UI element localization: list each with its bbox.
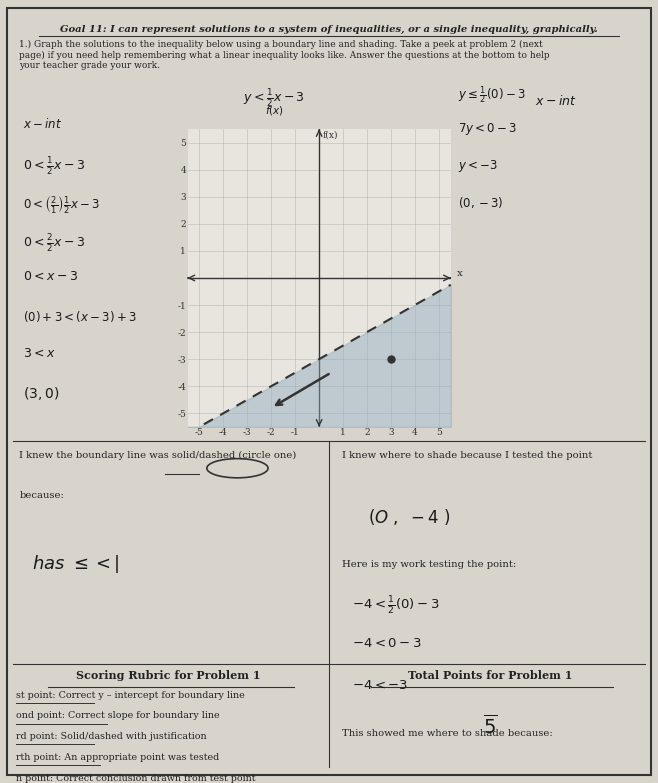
Text: $-4<\frac{1}{2}(0)-3$: $-4<\frac{1}{2}(0)-3$ (351, 595, 440, 617)
Text: Goal 11: I can represent solutions to a system of inequalities, or a single ineq: Goal 11: I can represent solutions to a … (60, 25, 598, 34)
Text: $f(x)$: $f(x)$ (265, 104, 284, 117)
Text: x: x (457, 269, 463, 279)
Text: $0<\frac{2}{2}x-3$: $0<\frac{2}{2}x-3$ (22, 232, 85, 254)
Text: I knew the boundary line was solid/dashed (circle one): I knew the boundary line was solid/dashe… (20, 450, 297, 460)
Text: I knew where to shade because I tested the point: I knew where to shade because I tested t… (342, 450, 592, 460)
Text: rd point: Solid/dashed with justification: rd point: Solid/dashed with justificatio… (16, 732, 207, 742)
Text: Here is my work testing the point:: Here is my work testing the point: (342, 561, 516, 569)
Text: n point: Correct conclusion drawn from test point: n point: Correct conclusion drawn from t… (16, 774, 256, 783)
Text: $( O\ ,\ -4\ )$: $( O\ ,\ -4\ )$ (368, 507, 450, 527)
Text: Scoring Rubric for Problem 1: Scoring Rubric for Problem 1 (76, 670, 260, 681)
Text: $(0)+3<(x-3)+3$: $(0)+3<(x-3)+3$ (22, 309, 137, 323)
Text: $(0,-3)$: $(0,-3)$ (458, 195, 503, 210)
Text: This showed me where to shade because:: This showed me where to shade because: (342, 729, 553, 738)
Text: $0<x-3$: $0<x-3$ (22, 270, 78, 283)
Text: $\overline{5}$: $\overline{5}$ (483, 713, 497, 737)
Text: $3<x$: $3<x$ (22, 347, 55, 360)
Text: $has\ \leq<|$: $has\ \leq<|$ (32, 553, 120, 575)
Text: $0<\left(\frac{2}{1}\right)\frac{1}{2}x-3$: $0<\left(\frac{2}{1}\right)\frac{1}{2}x-… (22, 193, 100, 215)
Text: $y\leq\frac{1}{2}(0)-3$: $y\leq\frac{1}{2}(0)-3$ (458, 85, 526, 106)
Text: ond point: Correct slope for boundary line: ond point: Correct slope for boundary li… (16, 712, 220, 720)
Text: $-4<-3$: $-4<-3$ (351, 679, 408, 692)
Text: $7y<0-3$: $7y<0-3$ (458, 121, 517, 137)
Text: st point: Correct y – intercept for boundary line: st point: Correct y – intercept for boun… (16, 691, 245, 700)
Text: f(x): f(x) (322, 131, 338, 139)
Text: $-4<0-3$: $-4<0-3$ (351, 637, 421, 650)
Text: because:: because: (20, 491, 64, 500)
Text: 1.) Graph the solutions to the inequality below using a boundary line and shadin: 1.) Graph the solutions to the inequalit… (20, 40, 550, 70)
Text: Total Points for Problem 1: Total Points for Problem 1 (408, 670, 572, 681)
Text: $(3,0)$: $(3,0)$ (22, 385, 59, 402)
Text: $x-int$: $x-int$ (536, 94, 577, 108)
Text: $y<-3$: $y<-3$ (458, 158, 498, 175)
Text: $y<\frac{1}{2}x-3$: $y<\frac{1}{2}x-3$ (243, 87, 305, 109)
Text: $0<\frac{1}{2}x-3$: $0<\frac{1}{2}x-3$ (22, 155, 85, 177)
Text: rth point: An appropriate point was tested: rth point: An appropriate point was test… (16, 753, 220, 762)
Text: $x-int$: $x-int$ (22, 117, 62, 131)
